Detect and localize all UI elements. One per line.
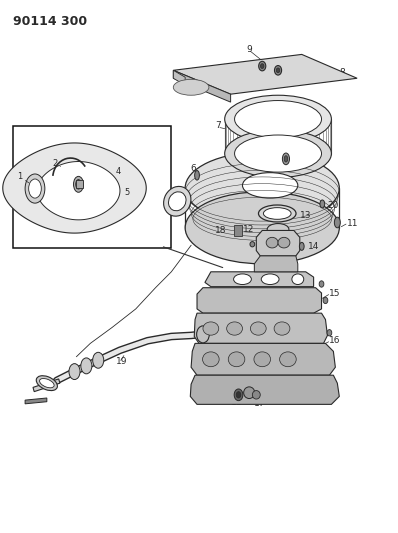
Ellipse shape <box>261 274 279 285</box>
Ellipse shape <box>76 180 81 189</box>
Ellipse shape <box>185 192 339 264</box>
Text: 1: 1 <box>17 172 22 181</box>
Ellipse shape <box>252 391 260 399</box>
Ellipse shape <box>203 352 219 367</box>
Ellipse shape <box>69 364 80 379</box>
Ellipse shape <box>74 176 84 192</box>
Ellipse shape <box>225 95 332 143</box>
Ellipse shape <box>93 352 104 368</box>
Ellipse shape <box>283 153 289 165</box>
Text: 18: 18 <box>231 398 243 407</box>
Ellipse shape <box>36 376 57 391</box>
Ellipse shape <box>260 63 264 68</box>
Ellipse shape <box>299 243 304 251</box>
Polygon shape <box>194 313 328 343</box>
Ellipse shape <box>323 297 328 304</box>
Ellipse shape <box>195 171 199 180</box>
Text: 4: 4 <box>116 166 121 175</box>
Polygon shape <box>173 54 357 94</box>
Polygon shape <box>25 398 47 404</box>
Bar <box>76 180 83 188</box>
Ellipse shape <box>327 329 332 336</box>
Ellipse shape <box>234 389 243 401</box>
Ellipse shape <box>168 192 186 211</box>
Ellipse shape <box>278 237 290 248</box>
Polygon shape <box>256 230 300 256</box>
Ellipse shape <box>234 135 322 172</box>
Polygon shape <box>173 70 230 102</box>
Ellipse shape <box>39 378 54 388</box>
Text: 4: 4 <box>82 174 88 183</box>
Ellipse shape <box>242 173 298 198</box>
Text: 5: 5 <box>124 188 129 197</box>
Ellipse shape <box>234 274 252 285</box>
Text: 6: 6 <box>190 164 196 173</box>
Ellipse shape <box>276 68 280 72</box>
Ellipse shape <box>164 187 191 216</box>
Ellipse shape <box>244 387 255 399</box>
Ellipse shape <box>266 237 278 248</box>
Polygon shape <box>190 375 339 405</box>
Ellipse shape <box>234 101 322 138</box>
Polygon shape <box>173 70 185 85</box>
Text: 10: 10 <box>300 154 311 163</box>
Ellipse shape <box>319 281 324 287</box>
Ellipse shape <box>225 130 332 177</box>
Text: 7: 7 <box>215 121 220 130</box>
Text: 8: 8 <box>339 68 345 77</box>
Text: 14: 14 <box>308 243 319 252</box>
Ellipse shape <box>250 322 266 335</box>
Ellipse shape <box>280 352 296 367</box>
Text: 12: 12 <box>242 225 254 234</box>
Text: 17: 17 <box>254 399 266 408</box>
Ellipse shape <box>267 223 289 235</box>
Text: 20: 20 <box>328 201 339 210</box>
Bar <box>13 126 171 248</box>
Ellipse shape <box>254 352 271 367</box>
Ellipse shape <box>259 61 266 71</box>
Text: 15: 15 <box>330 288 341 297</box>
Ellipse shape <box>197 326 209 343</box>
Polygon shape <box>191 343 336 375</box>
Text: 18: 18 <box>215 226 226 235</box>
Ellipse shape <box>274 322 290 335</box>
Ellipse shape <box>334 217 340 228</box>
Ellipse shape <box>320 200 325 208</box>
Ellipse shape <box>173 79 209 95</box>
Ellipse shape <box>227 322 242 335</box>
Polygon shape <box>3 143 146 233</box>
Ellipse shape <box>236 392 241 398</box>
Ellipse shape <box>25 174 45 203</box>
Text: 16: 16 <box>330 336 341 345</box>
Text: 11: 11 <box>347 219 359 228</box>
Ellipse shape <box>29 179 41 198</box>
Ellipse shape <box>284 156 288 162</box>
Bar <box>234 224 242 236</box>
Text: 9: 9 <box>246 45 252 54</box>
Text: 19: 19 <box>116 358 127 367</box>
Polygon shape <box>197 288 322 313</box>
Ellipse shape <box>203 322 219 335</box>
Ellipse shape <box>292 274 304 285</box>
Polygon shape <box>205 272 314 287</box>
Polygon shape <box>37 161 120 220</box>
Polygon shape <box>33 379 60 392</box>
Ellipse shape <box>228 352 245 367</box>
Text: 13: 13 <box>300 211 311 220</box>
Ellipse shape <box>185 152 339 224</box>
Ellipse shape <box>250 241 255 247</box>
Ellipse shape <box>258 205 296 222</box>
Ellipse shape <box>275 66 282 75</box>
Ellipse shape <box>263 208 291 219</box>
Polygon shape <box>254 256 298 272</box>
Text: 90114 300: 90114 300 <box>13 15 88 28</box>
Text: 3: 3 <box>80 164 85 172</box>
Ellipse shape <box>81 358 92 374</box>
Text: 2: 2 <box>53 159 58 167</box>
